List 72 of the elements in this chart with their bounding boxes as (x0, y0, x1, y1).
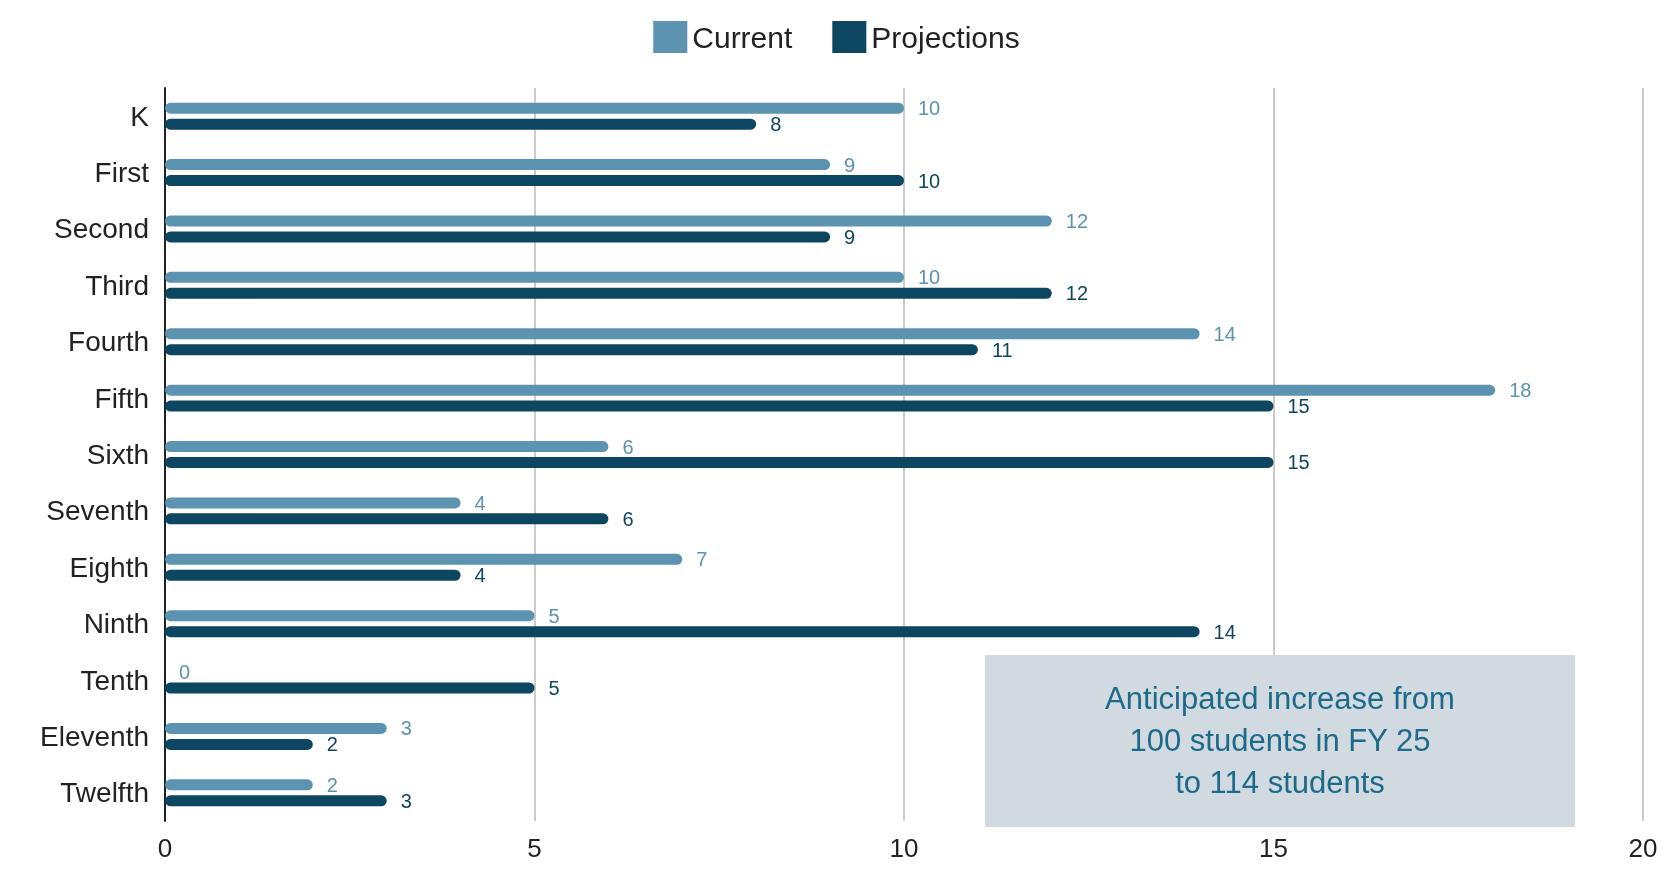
bar (165, 626, 1200, 638)
x-tick-label: 5 (527, 833, 542, 863)
y-tick-label: Second (54, 213, 149, 245)
data-label: 18 (1509, 379, 1532, 402)
bar (165, 215, 1052, 227)
data-label: 10 (918, 169, 941, 192)
y-tick-label: Twelfth (60, 777, 149, 809)
y-tick-label: Fifth (94, 382, 149, 414)
data-label: 4 (474, 564, 486, 587)
x-tick-label: 20 (1628, 833, 1658, 863)
y-tick-label: Eleventh (40, 720, 149, 752)
bar (165, 400, 1274, 412)
data-label: 0 (179, 661, 191, 684)
data-label: 14 (1213, 322, 1236, 345)
callout-box: Anticipated increase from 100 students in FY 25 to 114 students (985, 655, 1575, 827)
bar (165, 441, 609, 453)
data-label: 9 (844, 225, 856, 248)
data-label: 10 (918, 266, 941, 289)
data-label: 8 (770, 113, 782, 136)
y-tick-label: Seventh (46, 495, 149, 527)
data-label: 6 (622, 435, 634, 458)
bar (165, 102, 904, 114)
data-label: 5 (548, 677, 560, 700)
data-label: 6 (622, 507, 634, 530)
y-tick-label: Fourth (68, 326, 149, 358)
bar (165, 682, 535, 694)
data-label: 14 (1213, 620, 1236, 643)
data-label: 7 (696, 548, 708, 571)
bar (165, 569, 461, 581)
legend-label: Current (692, 20, 793, 54)
data-label: 11 (991, 338, 1013, 361)
bar (165, 328, 1200, 340)
data-label: 15 (1287, 451, 1310, 474)
bar (165, 118, 757, 130)
bar (165, 231, 831, 243)
bar (165, 722, 387, 734)
data-label: 15 (1287, 395, 1310, 418)
bar (165, 384, 1496, 396)
data-label: 9 (844, 153, 856, 176)
bar (165, 456, 1274, 468)
bar (165, 513, 609, 525)
bar (165, 344, 978, 356)
data-label: 12 (1065, 209, 1089, 232)
x-tick-label: 0 (157, 833, 173, 863)
bar (165, 738, 313, 750)
legend-label: Projections (871, 20, 1020, 54)
bar (165, 497, 461, 509)
y-tick-label: First (94, 157, 150, 189)
bar (165, 795, 387, 807)
y-tick-label: Sixth (86, 439, 149, 470)
bar (165, 553, 683, 565)
data-label: 10 (918, 97, 941, 120)
bar (165, 287, 1052, 299)
bar (165, 159, 831, 171)
bar (165, 175, 904, 187)
y-tick-label: Third (85, 269, 149, 301)
x-tick-label: 10 (889, 833, 919, 863)
data-label: 2 (326, 733, 338, 756)
bar (165, 779, 313, 791)
data-label: 12 (1065, 282, 1089, 305)
y-tick-label: K (130, 100, 150, 132)
data-label: 3 (400, 789, 412, 812)
data-label: 5 (548, 604, 560, 627)
y-tick-label: Tenth (80, 664, 149, 696)
data-label: 2 (326, 773, 338, 796)
y-tick-label: Eighth (69, 551, 149, 583)
data-label: 3 (400, 717, 412, 740)
bar (165, 271, 904, 283)
bar (165, 610, 535, 622)
x-tick-label: 15 (1259, 833, 1288, 863)
y-tick-label: Ninth (83, 608, 149, 640)
data-label: 4 (474, 491, 486, 514)
